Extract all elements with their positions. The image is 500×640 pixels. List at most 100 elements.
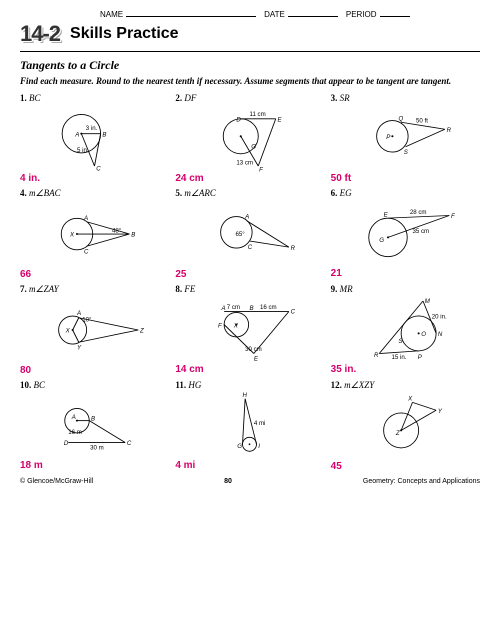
svg-text:B: B (91, 415, 95, 422)
diagram-12: XYZ (331, 391, 480, 461)
svg-text:10°: 10° (82, 316, 92, 323)
problem-grid: 1. BC ABC3 in.5 in. 4 in. 2. DF DEFG11 c… (20, 93, 480, 472)
answer-7: 80 (20, 365, 169, 376)
q-var: SR (340, 93, 350, 103)
svg-text:I: I (259, 443, 261, 450)
svg-text:N: N (438, 331, 443, 338)
svg-text:5 in.: 5 in. (77, 147, 89, 154)
diagram-1: ABC3 in.5 in. (20, 103, 169, 173)
svg-text:X: X (233, 322, 239, 329)
answer-4: 66 (20, 269, 169, 280)
problem-3: 3. SR PQRS50 ft 50 ft (331, 93, 480, 184)
svg-text:48°: 48° (112, 227, 122, 234)
svg-text:P: P (418, 354, 423, 361)
q-var: m∠ZAY (29, 284, 59, 294)
q-var: FE (184, 284, 195, 294)
subtitle: Tangents to a Circle (20, 58, 480, 73)
svg-text:A: A (74, 131, 79, 138)
q-var: m∠XZY (344, 380, 374, 390)
instructions: Find each measure. Round to the nearest … (20, 76, 480, 87)
problem-2: 2. DF DEFG11 cm13 cm 24 cm (175, 93, 324, 184)
diagram-7: X A Y Z 10° (20, 295, 169, 365)
problem-1: 1. BC ABC3 in.5 in. 4 in. (20, 93, 169, 184)
answer-8: 14 cm (175, 364, 324, 375)
svg-text:7 cm: 7 cm (227, 304, 240, 311)
svg-text:S: S (404, 149, 409, 156)
svg-text:F: F (260, 166, 265, 173)
svg-text:R: R (374, 352, 379, 359)
svg-text:F: F (451, 213, 456, 220)
svg-text:35 cm: 35 cm (412, 228, 429, 235)
svg-text:13 cm: 13 cm (237, 159, 254, 166)
diagram-10: ABCD16 m30 m (20, 390, 169, 460)
svg-text:R: R (291, 245, 296, 252)
diagram-2: DEFG11 cm13 cm (175, 103, 324, 173)
svg-text:R: R (446, 127, 451, 134)
svg-text:Y: Y (77, 344, 82, 351)
q-num: 12. (331, 380, 342, 390)
svg-text:E: E (383, 211, 388, 218)
svg-text:Q: Q (398, 115, 403, 122)
svg-text:H: H (243, 392, 248, 399)
svg-text:C: C (84, 248, 89, 255)
svg-text:B: B (131, 231, 135, 238)
svg-text:M: M (425, 298, 431, 305)
svg-text:A: A (76, 310, 81, 317)
q-num: 9. (331, 284, 338, 294)
svg-text:C: C (248, 244, 253, 251)
problem-6: 6. EG EFG28 cm35 cm 21 (331, 188, 480, 280)
svg-text:O: O (421, 331, 426, 338)
svg-text:16 m: 16 m (68, 429, 82, 436)
svg-text:X: X (407, 395, 413, 402)
svg-text:C: C (291, 308, 296, 315)
diagram-5: ACR65° (175, 199, 324, 269)
diagram-6: E F G 28 cm 35 cm (331, 198, 480, 268)
q-var: EG (340, 188, 352, 198)
q-num: 4. (20, 188, 27, 198)
q-var: MR (340, 284, 353, 294)
svg-text:Z: Z (139, 327, 144, 334)
problem-10: 10. BC ABCD16 m30 m 18 m (20, 380, 169, 472)
answer-2: 24 cm (175, 173, 324, 184)
header-fields: NAME DATE PERIOD (100, 10, 480, 19)
svg-text:G: G (379, 237, 384, 244)
svg-text:G: G (238, 443, 243, 450)
svg-text:50 ft: 50 ft (416, 117, 428, 124)
svg-text:F: F (218, 322, 223, 329)
svg-text:X: X (65, 327, 71, 334)
answer-1: 4 in. (20, 173, 169, 184)
answer-5: 25 (175, 269, 324, 280)
svg-text:G: G (252, 143, 257, 150)
name-line (126, 16, 256, 17)
problem-12: 12. m∠XZY XYZ 45 (331, 380, 480, 472)
diagram-3: P Q R S 50 ft (331, 103, 480, 173)
svg-text:D: D (64, 440, 69, 447)
q-num: 11. (175, 380, 186, 390)
answer-6: 21 (331, 268, 480, 279)
date-line (288, 16, 338, 17)
q-num: 5. (175, 188, 182, 198)
svg-text:P: P (386, 134, 391, 141)
answer-9: 35 in. (331, 364, 480, 375)
q-var: DF (184, 93, 196, 103)
svg-text:B: B (250, 305, 254, 312)
lesson-number: 14-2 (20, 21, 60, 47)
problem-8: 8. FE ABCEFX7 cm16 cm30 cm 14 cm (175, 284, 324, 376)
svg-text:C: C (96, 165, 101, 172)
q-var: m∠ARC (184, 188, 216, 198)
book-title: Geometry: Concepts and Applications (363, 478, 480, 485)
problem-7: 7. m∠ZAY XAYZ10° 80 (20, 284, 169, 376)
q-num: 3. (331, 93, 338, 103)
svg-text:28 cm: 28 cm (410, 209, 427, 216)
title-bar: 14-2 Skills Practice (20, 21, 480, 52)
svg-text:15 in.: 15 in. (391, 354, 406, 361)
svg-text:A: A (71, 414, 76, 421)
svg-text:4 mi: 4 mi (254, 420, 266, 427)
svg-text:16 cm: 16 cm (260, 304, 277, 311)
svg-text:B: B (103, 131, 107, 138)
svg-text:Y: Y (438, 408, 443, 415)
name-label: NAME (100, 10, 123, 19)
svg-text:C: C (127, 440, 132, 447)
footer: © Glencoe/McGraw-Hill 80 Geometry: Conce… (20, 478, 480, 485)
svg-text:X: X (69, 231, 75, 238)
